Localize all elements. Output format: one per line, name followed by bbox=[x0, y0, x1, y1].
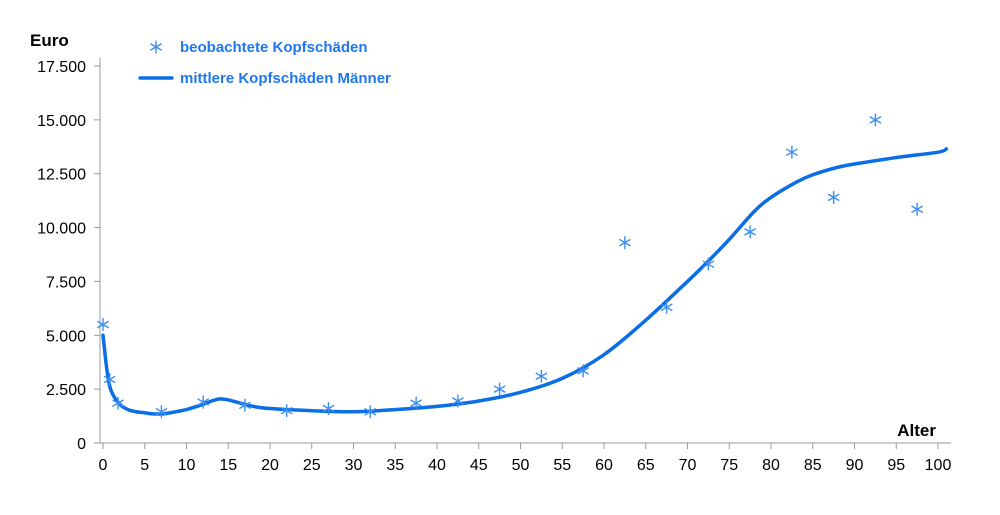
x-tick-label: 70 bbox=[679, 457, 697, 474]
data-point-asterisk bbox=[577, 364, 590, 378]
x-tick-label: 15 bbox=[219, 457, 237, 474]
y-tick-label: 0 bbox=[77, 436, 86, 453]
x-tick-label: 65 bbox=[637, 457, 655, 474]
data-point-asterisk bbox=[744, 225, 757, 239]
y-ticks: 0 2.500 5.000 7.500 10.000 12.500 15.000 17.500 bbox=[37, 59, 100, 453]
x-tick-label: 35 bbox=[386, 457, 404, 474]
x-tick-label: 45 bbox=[470, 457, 488, 474]
data-point-asterisk bbox=[702, 257, 715, 271]
x-tick-label: 90 bbox=[846, 457, 864, 474]
x-tick-label: 20 bbox=[261, 457, 279, 474]
x-tick-label: 30 bbox=[345, 457, 363, 474]
x-tick-label: 40 bbox=[428, 457, 446, 474]
y-tick-label: 5.000 bbox=[46, 328, 86, 345]
data-point-asterisk bbox=[197, 395, 210, 409]
data-point-asterisk bbox=[618, 236, 631, 250]
data-point-asterisk bbox=[238, 398, 251, 412]
data-point-asterisk bbox=[911, 202, 924, 216]
x-tick-label: 5 bbox=[140, 457, 149, 474]
x-tick-label: 55 bbox=[553, 457, 571, 474]
data-point-asterisk bbox=[103, 372, 116, 386]
x-tick-label: 85 bbox=[804, 457, 822, 474]
x-tick-label: 95 bbox=[887, 457, 905, 474]
y-tick-label: 17.500 bbox=[37, 59, 86, 76]
x-tick-label: 100 bbox=[925, 457, 952, 474]
legend-asterisk-marker bbox=[150, 40, 162, 54]
data-point-asterisk bbox=[112, 396, 125, 410]
y-tick-label: 2.500 bbox=[46, 382, 86, 399]
legend: beobachtete Kopfschäden mittlere Kopfsch… bbox=[138, 39, 391, 87]
legend-label-observed: beobachtete Kopfschäden bbox=[180, 39, 368, 56]
data-point-asterisk bbox=[410, 396, 423, 410]
x-tick-label: 0 bbox=[99, 457, 108, 474]
y-tick-label: 10.000 bbox=[37, 221, 86, 238]
x-tick-label: 80 bbox=[762, 457, 780, 474]
data-point-asterisk bbox=[97, 318, 109, 332]
x-tick-label: 10 bbox=[178, 457, 196, 474]
x-tick-label: 60 bbox=[595, 457, 613, 474]
series-line-mittlere-kopfschaeden bbox=[101, 147, 949, 416]
data-point-asterisk bbox=[493, 382, 506, 396]
data-point-asterisk bbox=[155, 405, 168, 419]
data-point-asterisk bbox=[827, 190, 840, 204]
y-tick-label: 12.500 bbox=[37, 167, 86, 184]
x-ticks: 0 5 10 15 20 25 30 35 40 45 50 55 60 65 70 75 80 85 90 95 10… bbox=[99, 443, 952, 474]
x-tick-label: 25 bbox=[303, 457, 321, 474]
data-point-asterisk bbox=[535, 369, 548, 383]
data-point-asterisk bbox=[451, 394, 464, 408]
data-point-asterisk bbox=[869, 113, 882, 127]
data-point-asterisk bbox=[660, 300, 673, 314]
data-point-asterisk bbox=[322, 402, 335, 416]
legend-label-mean: mittlere Kopfschäden Männer bbox=[180, 70, 391, 87]
data-point-asterisk bbox=[150, 40, 162, 54]
data-point-asterisk bbox=[364, 405, 377, 419]
x-tick-label: 50 bbox=[512, 457, 530, 474]
series-scatter-beobachtete-kopfschaeden bbox=[97, 113, 924, 419]
y-axis-title: Euro bbox=[30, 31, 69, 50]
x-axis-title: Alter bbox=[897, 421, 936, 440]
x-tick-label: 75 bbox=[720, 457, 738, 474]
y-tick-label: 7.500 bbox=[46, 274, 86, 291]
y-tick-label: 15.000 bbox=[37, 113, 86, 130]
data-point-asterisk bbox=[280, 404, 293, 418]
data-point-asterisk bbox=[785, 145, 798, 159]
